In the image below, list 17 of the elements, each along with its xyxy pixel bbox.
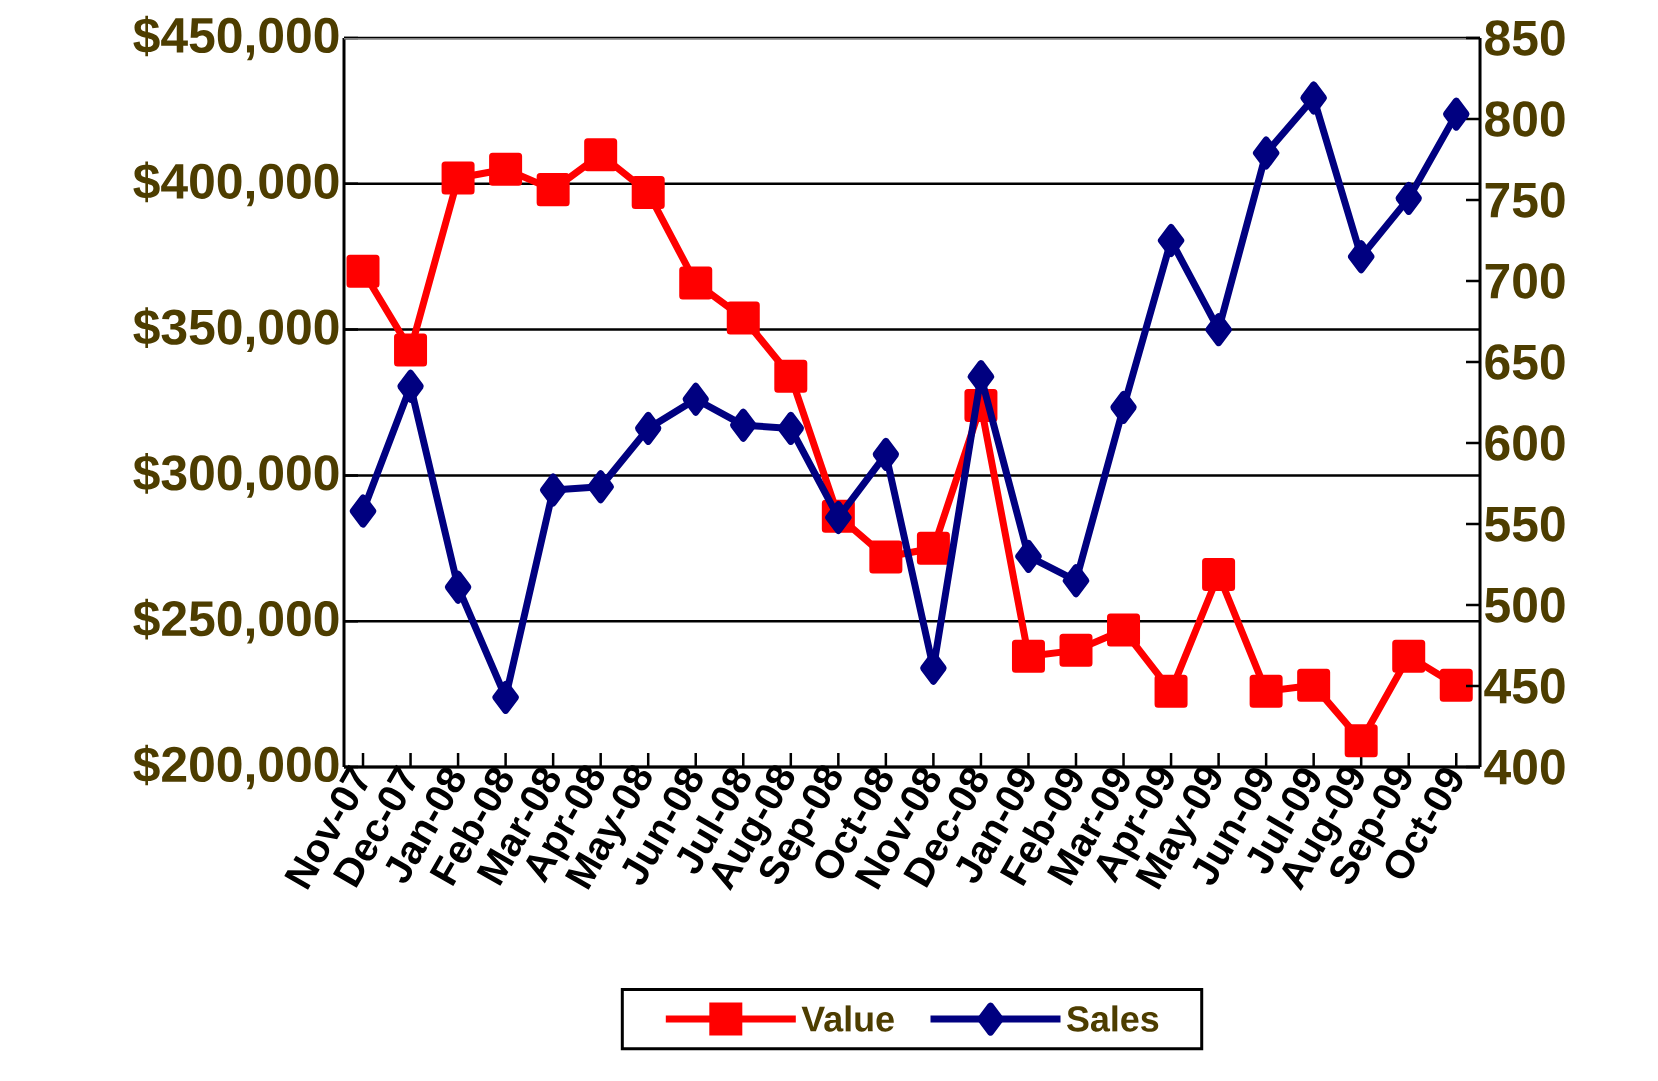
y2-tick-label: 700	[1485, 263, 1565, 299]
y2-tick-label: 750	[1485, 182, 1565, 218]
y-tick-label: $350,000	[133, 307, 339, 352]
y2-tick-label: 450	[1484, 668, 1565, 704]
y-tick-label: $450,000	[133, 15, 339, 61]
legend-label: Value	[801, 1005, 894, 1032]
y2-tick-label: 600	[1485, 425, 1565, 461]
legend-label: Sales	[1067, 1005, 1159, 1032]
y2-tick-label: 550	[1485, 506, 1565, 542]
y2-tick-label: 850	[1485, 20, 1565, 56]
y-tick-label: $250,000	[133, 598, 339, 644]
y-tick-label: $400,000	[133, 161, 339, 207]
y2-tick-label: 400	[1484, 749, 1565, 785]
y2-tick-label: 650	[1485, 344, 1565, 380]
y2-tick-label: 800	[1485, 101, 1565, 137]
y-tick-label: $300,000	[133, 453, 339, 498]
y2-tick-label: 500	[1485, 587, 1565, 623]
